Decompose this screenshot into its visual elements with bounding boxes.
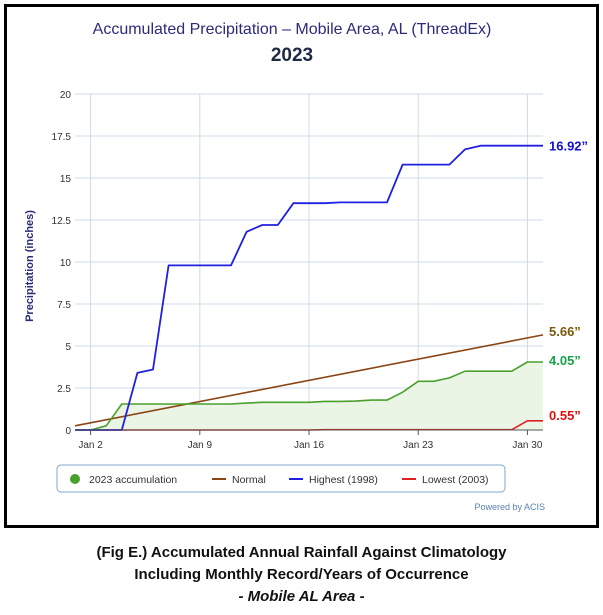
- chart-title: Accumulated Precipitation – Mobile Area,…: [93, 21, 492, 38]
- end-label: 4.05”: [549, 353, 581, 368]
- area-fill: [75, 361, 543, 430]
- x-tick-label: Jan 16: [294, 440, 324, 451]
- series-line-highest-1998: [75, 144, 543, 431]
- x-tick-label: Jan 2: [78, 440, 103, 451]
- caption-line-1: (Fig E.) Accumulated Annual Rainfall Aga…: [96, 544, 507, 561]
- accumulation-2023-area: [75, 361, 543, 430]
- y-tick-label: 2.5: [57, 384, 71, 395]
- legend-label: Highest (1998): [309, 474, 378, 486]
- chart-frame: Accumulated Precipitation – Mobile Area,…: [4, 4, 599, 528]
- legend-item[interactable]: Normal: [212, 474, 266, 486]
- axis-ticks: 0 2.5 5 7.5 10 12.5 15 17.5 20 Jan 2 Jan 9 Jan 16 Ja…: [52, 90, 543, 451]
- end-labels: 5.66” 0.55” 4.05” 16.92”: [549, 139, 588, 423]
- y-tick-label: 17.5: [52, 132, 72, 143]
- series-line-2023-accumulation: [75, 361, 543, 431]
- end-label: 16.92”: [549, 139, 588, 154]
- y-tick-label: 5: [65, 342, 71, 353]
- series-line-normal: [74, 334, 544, 427]
- y-tick-label: 12.5: [52, 216, 72, 227]
- chart-legend: 2023 accumulation Normal Highest (1998) Low…: [56, 464, 506, 493]
- legend-box: [56, 464, 506, 493]
- y-axis-label: Precipitation (inches): [24, 210, 36, 322]
- acis-credit[interactable]: Powered by ACIS: [474, 502, 545, 512]
- legend-item[interactable]: Highest (1998): [289, 474, 378, 486]
- y-tick-label: 7.5: [57, 300, 71, 311]
- end-label: 0.55”: [549, 408, 581, 423]
- x-tick-label: Jan 23: [403, 440, 433, 451]
- legend-item[interactable]: Lowest (2003): [402, 474, 489, 486]
- y-tick-label: 15: [60, 174, 72, 185]
- y-tick-label: 10: [60, 258, 72, 269]
- chart-subtitle: 2023: [271, 45, 313, 66]
- legend-item[interactable]: 2023 accumulation: [70, 474, 177, 486]
- legend-label: Normal: [232, 474, 266, 486]
- y-tick-label: 20: [60, 90, 72, 101]
- x-tick-label: Jan 9: [188, 440, 213, 451]
- legend-marker-circle: [70, 474, 80, 484]
- precipitation-chart: Accumulated Precipitation – Mobile Area,…: [24, 21, 588, 512]
- x-tick-label: Jan 30: [512, 440, 542, 451]
- caption-line-3: - Mobile AL Area -: [238, 588, 365, 605]
- y-tick-label: 0: [65, 426, 71, 437]
- end-label: 5.66”: [549, 324, 581, 339]
- caption-line-2: Including Monthly Record/Years of Occurr…: [134, 566, 469, 583]
- legend-label: Lowest (2003): [422, 474, 489, 486]
- legend-label: 2023 accumulation: [89, 474, 177, 486]
